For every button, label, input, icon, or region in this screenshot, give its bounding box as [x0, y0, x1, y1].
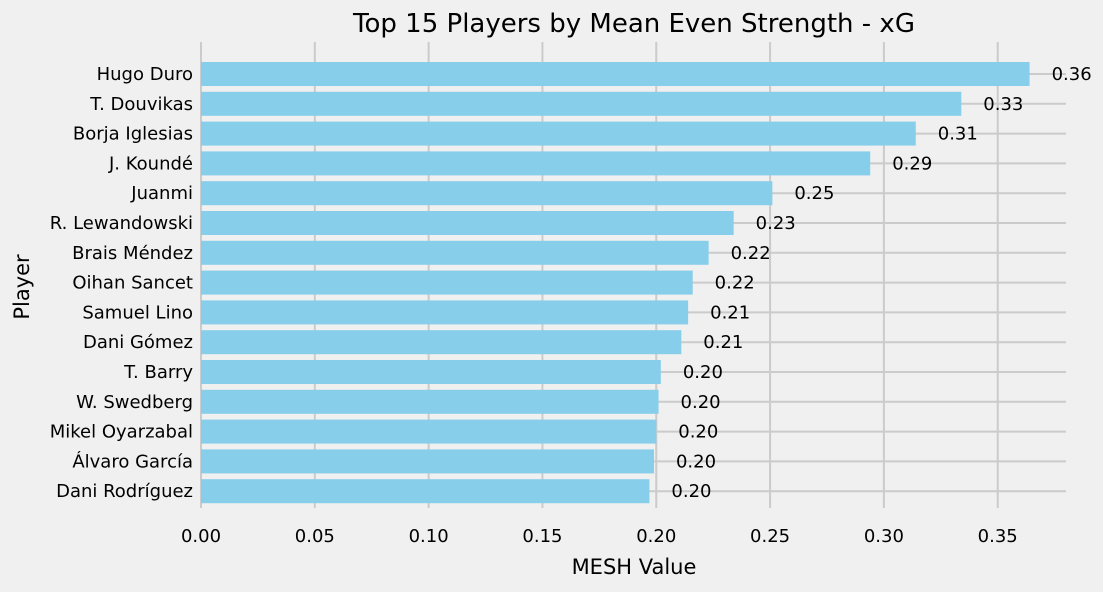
y-axis-label: Player	[10, 254, 34, 320]
y-tick-label: Juanmi	[130, 183, 193, 204]
y-tick-label: Álvaro García	[72, 450, 193, 472]
bar	[201, 300, 689, 325]
x-tick-label: 0.00	[181, 526, 221, 547]
bar	[201, 181, 773, 206]
y-tick-label: Dani Rodríguez	[56, 481, 193, 502]
bar	[201, 91, 962, 116]
bar	[201, 389, 659, 414]
x-tick-label: 0.10	[409, 526, 449, 547]
bar-value-label: 0.20	[678, 422, 718, 443]
bar-value-label: 0.22	[715, 273, 755, 294]
bar-value-label: 0.21	[710, 302, 750, 323]
bar	[201, 240, 709, 265]
bar-value-label: 0.23	[756, 213, 796, 234]
bar	[201, 330, 682, 355]
bar	[201, 419, 657, 444]
x-tick-label: 0.35	[978, 526, 1018, 547]
labels: 0.00 0.05 0.10 0.15 0.20 0.25 0.30 0.35 Hugo Dur…	[50, 64, 1092, 547]
x-axis-label: MESH Value	[572, 555, 697, 579]
bar-value-label: 0.33	[983, 94, 1023, 115]
bar-value-label: 0.25	[794, 183, 834, 204]
x-tick-label: 0.20	[636, 526, 676, 547]
bar-value-label: 0.22	[731, 243, 771, 264]
y-tick-label: J. Koundé	[108, 153, 193, 174]
bar	[201, 151, 871, 176]
bar-value-label: 0.21	[703, 332, 743, 353]
y-tick-label: Samuel Lino	[82, 302, 193, 323]
y-tick-label: W. Swedberg	[76, 392, 193, 413]
chart-title: Top 15 Players by Mean Even Strength - x…	[352, 9, 915, 39]
bar	[201, 121, 916, 146]
y-tick-label: Hugo Duro	[97, 64, 193, 85]
y-tick-label: Brais Méndez	[72, 243, 193, 264]
y-tick-label: Borja Iglesias	[73, 124, 193, 145]
y-tick-label: Dani Gómez	[83, 332, 193, 353]
y-tick-label: Oihan Sancet	[72, 273, 193, 294]
bar-value-label: 0.36	[1052, 64, 1092, 85]
bar	[201, 360, 661, 384]
bar-value-label: 0.31	[938, 124, 978, 145]
x-tick-label: 0.25	[750, 526, 790, 547]
bars	[201, 62, 1030, 504]
bar	[201, 479, 650, 504]
bar	[201, 62, 1030, 86]
bar-value-label: 0.20	[676, 451, 716, 472]
y-tick-label: T. Barry	[123, 362, 193, 383]
y-tick-label: T. Douvikas	[89, 94, 193, 115]
bar	[201, 270, 693, 295]
x-tick-label: 0.30	[864, 526, 904, 547]
bar-value-label: 0.29	[892, 153, 932, 174]
x-tick-label: 0.05	[295, 526, 335, 547]
bar-value-label: 0.20	[681, 392, 721, 413]
bar-value-label: 0.20	[683, 362, 723, 383]
y-tick-label: Mikel Oyarzabal	[50, 422, 193, 443]
x-tick-label: 0.15	[522, 526, 562, 547]
bar	[201, 449, 654, 474]
bar	[201, 211, 734, 235]
y-tick-label: R. Lewandowski	[50, 213, 193, 234]
bar-value-label: 0.20	[671, 481, 711, 502]
